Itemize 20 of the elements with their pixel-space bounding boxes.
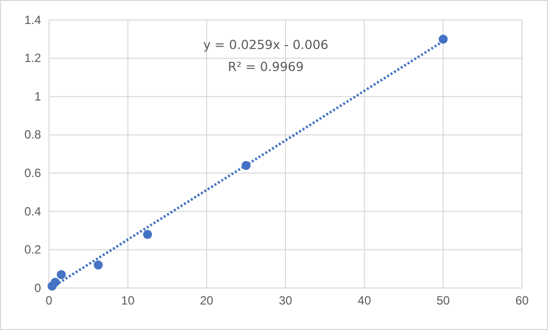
x-tick-label: 20 <box>200 294 214 308</box>
y-tick-label: 0.8 <box>24 128 42 142</box>
point <box>56 270 66 280</box>
y-tick-label: 1.2 <box>24 51 42 66</box>
x-tick-label: 10 <box>121 294 135 308</box>
point <box>143 230 152 239</box>
y-tick-label: 0.6 <box>24 166 42 180</box>
y-tick-label: 1 <box>34 89 42 104</box>
x-tick-label: 50 <box>436 294 450 308</box>
y-tick-label: 0 <box>34 280 42 295</box>
annotation: R² = 0.9969 <box>228 59 304 74</box>
x-tick-label: 40 <box>358 294 372 308</box>
y-tick-label: 1.4 <box>24 12 42 27</box>
x-tick-label: 30 <box>278 294 292 308</box>
point <box>94 260 103 270</box>
x-tick-label: 0 <box>46 294 53 308</box>
y-tick-label: 0.4 <box>24 204 42 218</box>
x-tick-label: 60 <box>515 294 529 308</box>
y-tick-label: 0.2 <box>24 242 42 257</box>
annotation: y = 0.0259x - 0.006 <box>203 37 328 52</box>
